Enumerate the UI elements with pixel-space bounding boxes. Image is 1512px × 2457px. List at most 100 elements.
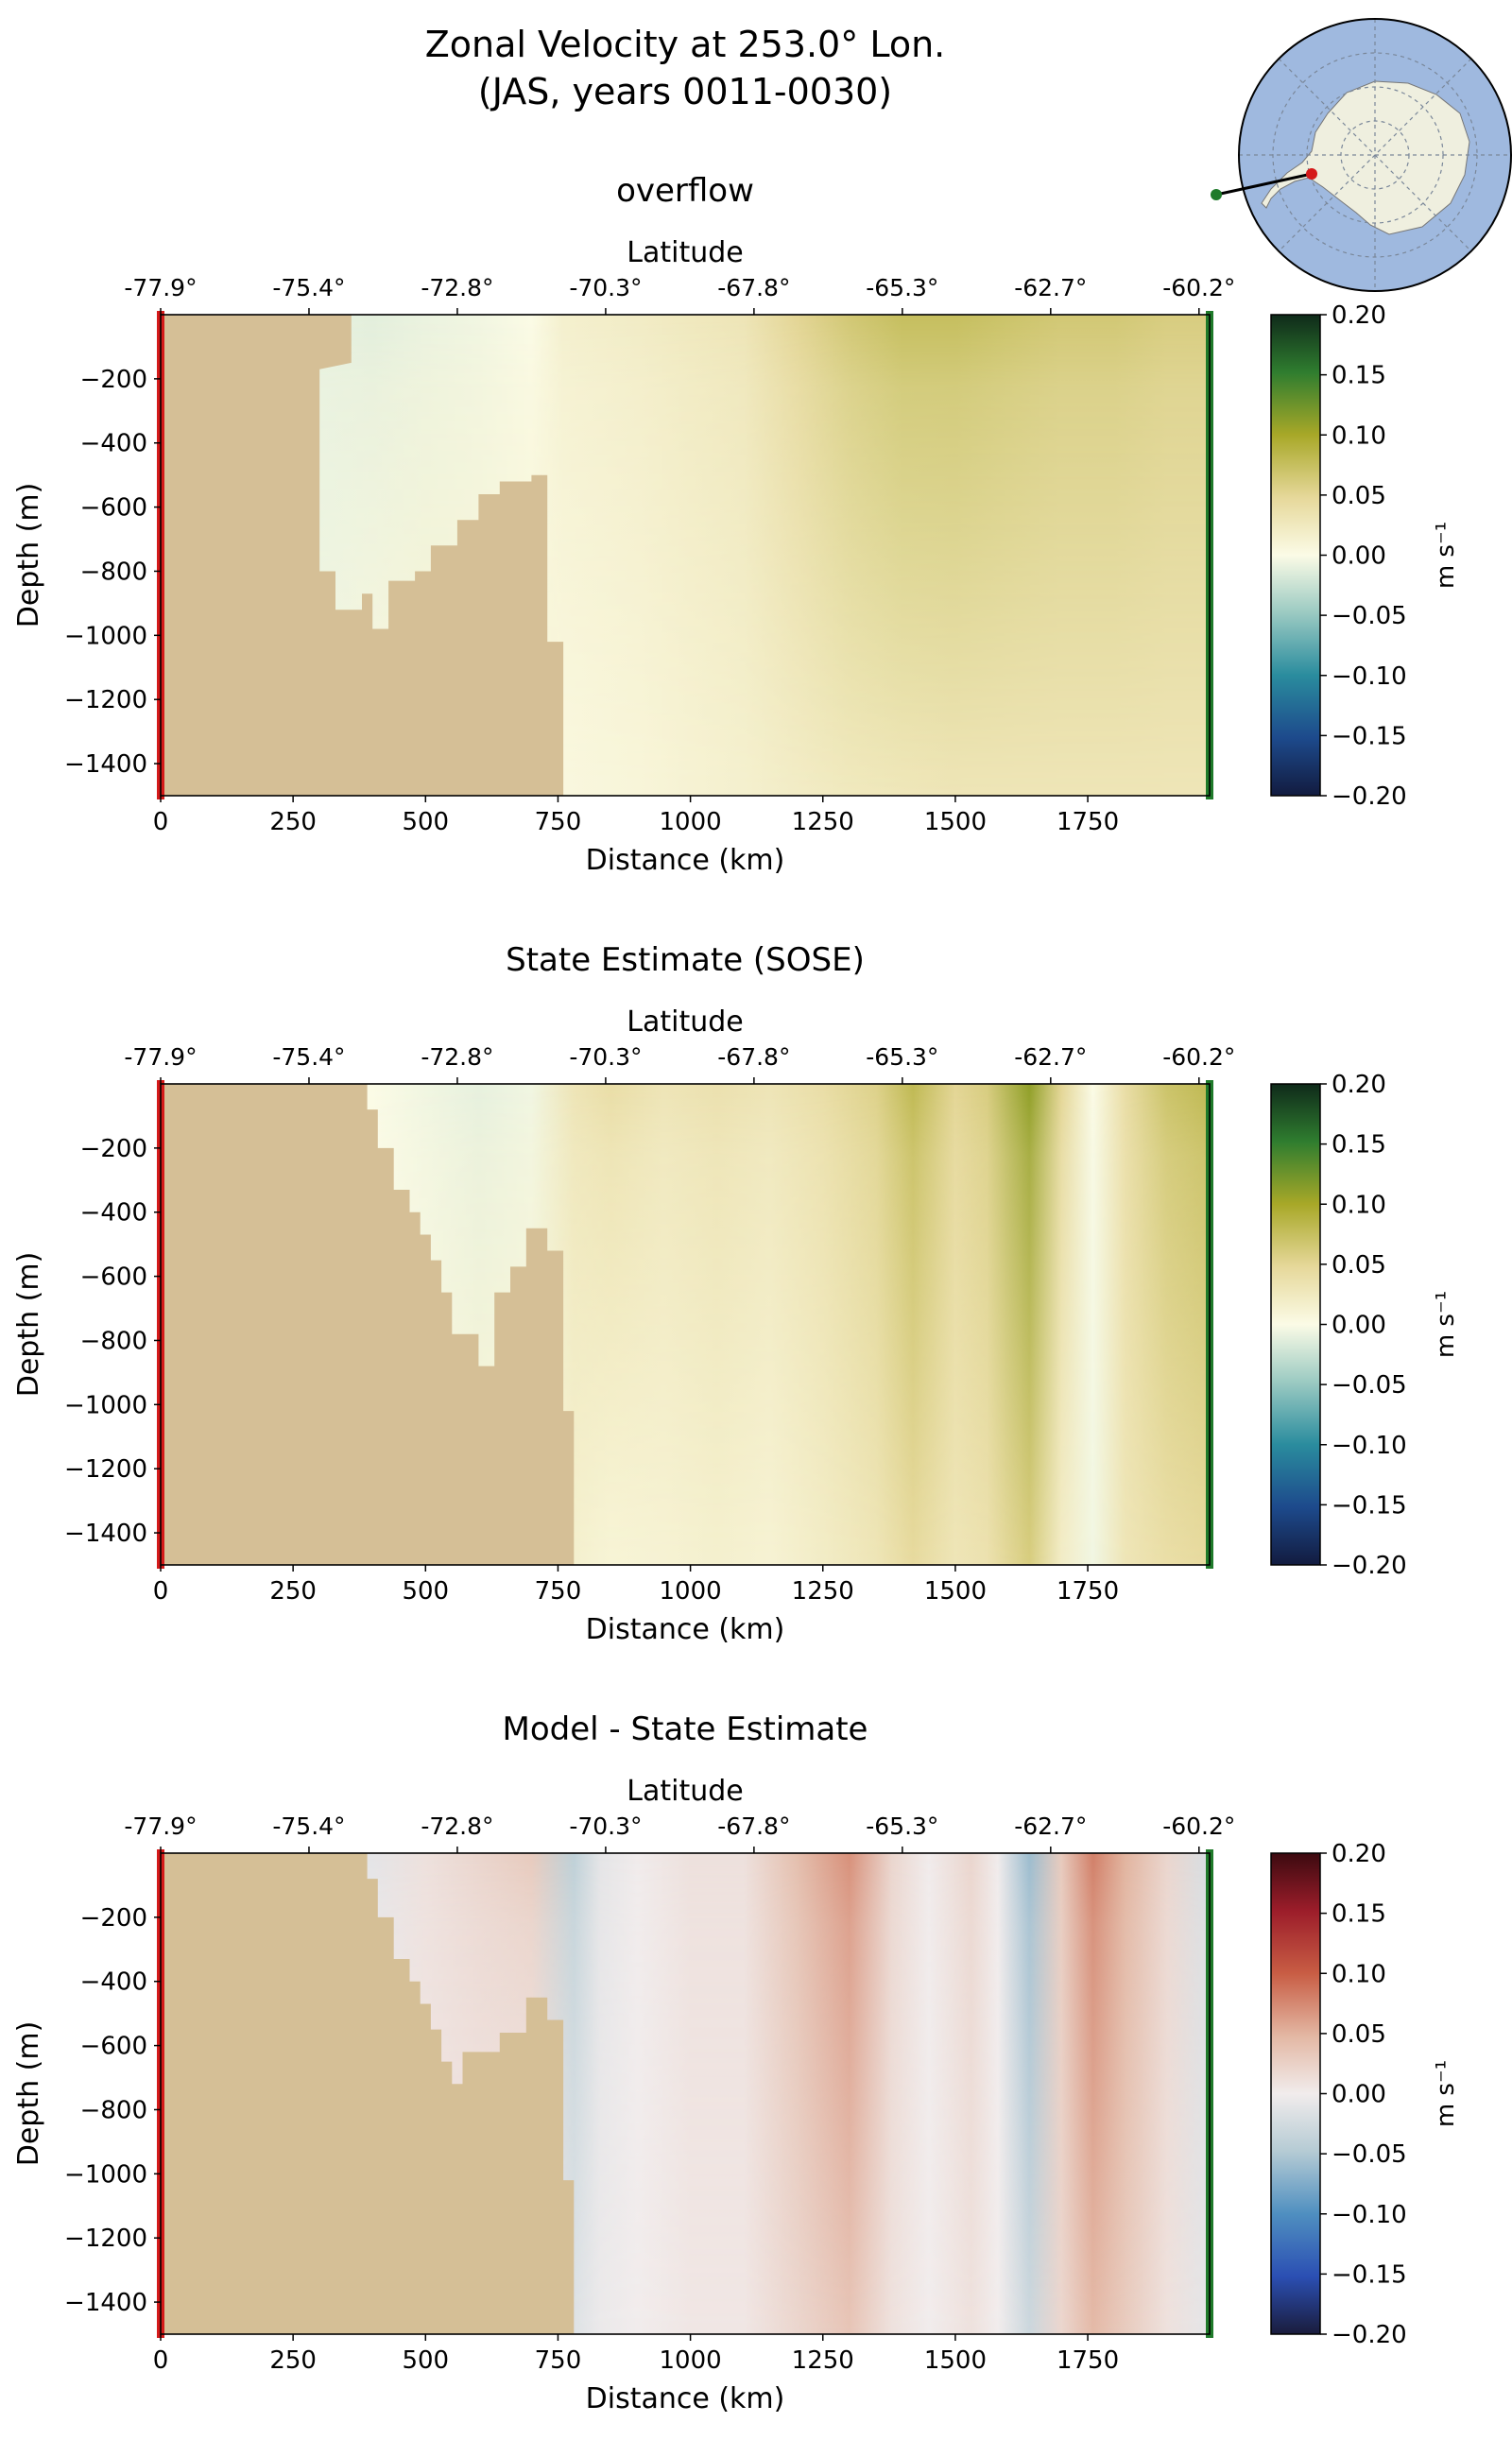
latitude-tick-label: -67.8° xyxy=(717,1043,790,1071)
colorbar-tick-label: 0.05 xyxy=(1332,1251,1386,1280)
land-mask xyxy=(161,315,564,796)
y-tick-label: −400 xyxy=(80,1968,147,1997)
y-tick-label: −200 xyxy=(80,1135,147,1163)
latitude-tick-label: -77.9° xyxy=(124,1043,197,1071)
latitude-tick-label: -72.8° xyxy=(421,1813,493,1840)
y-tick-label: −400 xyxy=(80,1199,147,1228)
colorbar-tick-label: 0.15 xyxy=(1332,1900,1386,1929)
colorbar-tick-label: 0.20 xyxy=(1332,1840,1386,1868)
latitude-tick-label: -70.3° xyxy=(569,274,642,301)
x-tick-label: 750 xyxy=(535,1577,582,1606)
colorbar-tick-label: −0.15 xyxy=(1332,2260,1407,2289)
colorbar-tick-label: 0.10 xyxy=(1332,421,1386,450)
y-tick-label: −800 xyxy=(80,558,147,586)
inset-map-antarctica xyxy=(1261,80,1470,235)
x-tick-label: 500 xyxy=(402,1577,449,1606)
colorbar-tick-label: −0.05 xyxy=(1332,602,1407,630)
colorbar-tick-label: 0.05 xyxy=(1332,2020,1386,2049)
panel-3: Model - State Estimate Latitude -77.9° -75.… xyxy=(12,1710,1460,2415)
x-tick-label: 1250 xyxy=(792,2346,854,2375)
latitude-axis-label: Latitude xyxy=(627,1775,743,1808)
y-tick-label: −400 xyxy=(80,430,147,458)
colorbar-tick-label: 0.05 xyxy=(1332,482,1386,510)
inset-map xyxy=(1211,18,1512,292)
x-tick-label: 500 xyxy=(402,808,449,836)
x-tick-label: 500 xyxy=(402,2346,449,2375)
x-tick-label: 750 xyxy=(535,808,582,836)
x-tick-label: 0 xyxy=(153,808,169,836)
y-tick-label: −1200 xyxy=(64,1455,147,1484)
colorbar-tick-label: −0.15 xyxy=(1332,722,1407,750)
y-axis-label: Depth (m) xyxy=(12,483,45,628)
x-tick-label: 0 xyxy=(153,1577,169,1606)
y-tick-label: −1000 xyxy=(64,2160,147,2189)
colorbar-label: m s⁻¹ xyxy=(1432,2060,1460,2127)
land-mask xyxy=(161,1853,575,2334)
colorbar-tick-label: −0.10 xyxy=(1332,2201,1407,2229)
x-tick-label: 1750 xyxy=(1057,808,1119,836)
latitude-tick-label: -72.8° xyxy=(421,274,493,301)
colorbar-tick-label: −0.05 xyxy=(1332,2140,1407,2169)
latitude-tick-label: -77.9° xyxy=(124,274,197,301)
colorbar-tick-label: −0.10 xyxy=(1332,662,1407,691)
x-tick-label: 1500 xyxy=(924,1577,987,1606)
latitude-tick-label: -70.3° xyxy=(569,1813,642,1840)
colorbar xyxy=(1270,1852,1321,2335)
x-tick-label: 1000 xyxy=(660,808,722,836)
y-tick-label: −1000 xyxy=(64,1391,147,1419)
inset-map-graticule xyxy=(1239,19,1511,291)
y-tick-label: −800 xyxy=(80,2096,147,2124)
x-axis-label: Distance (km) xyxy=(586,844,785,877)
axes-frame xyxy=(160,1852,1211,2335)
colorbar-tick-label: −0.20 xyxy=(1332,782,1407,811)
colorbar-label: m s⁻¹ xyxy=(1432,522,1460,589)
y-tick-label: −600 xyxy=(80,494,147,523)
colorbar xyxy=(1270,1083,1321,1566)
latitude-tick-label: -62.7° xyxy=(1014,274,1087,301)
latitude-tick-label: -67.8° xyxy=(717,274,790,301)
panel-title: overflow xyxy=(616,172,754,210)
latitude-tick-label: -60.2° xyxy=(1162,1813,1235,1840)
y-tick-label: −1000 xyxy=(64,622,147,650)
y-tick-label: −600 xyxy=(80,1263,147,1292)
colorbar-tick-label: −0.20 xyxy=(1332,1552,1407,1580)
y-tick-label: −800 xyxy=(80,1327,147,1355)
colorbar-tick-label: −0.10 xyxy=(1332,1432,1407,1460)
y-tick-label: −600 xyxy=(80,2033,147,2061)
colorbar-tick-label: −0.05 xyxy=(1332,1371,1407,1400)
colorbar-label: m s⁻¹ xyxy=(1432,1291,1460,1358)
x-axis-label: Distance (km) xyxy=(586,2382,785,2415)
x-tick-label: 0 xyxy=(153,2346,169,2375)
x-tick-label: 1500 xyxy=(924,808,987,836)
section-end-marker xyxy=(1211,189,1222,200)
colorbar-tick-label: 0.20 xyxy=(1332,301,1386,330)
latitude-tick-label: -72.8° xyxy=(421,1043,493,1071)
panel-title: State Estimate (SOSE) xyxy=(506,941,865,979)
latitude-axis-label: Latitude xyxy=(627,236,743,269)
figure-title-line2: (JAS, years 0011-0030) xyxy=(478,71,892,112)
latitude-tick-label: -60.2° xyxy=(1162,274,1235,301)
colorbar-tick-label: −0.20 xyxy=(1332,2321,1407,2349)
section-start-marker xyxy=(1306,168,1317,180)
y-axis-label: Depth (m) xyxy=(12,1252,45,1398)
figure-title-line1: Zonal Velocity at 253.0° Lon. xyxy=(425,24,945,65)
latitude-tick-label: -67.8° xyxy=(717,1813,790,1840)
latitude-tick-label: -75.4° xyxy=(272,1813,345,1840)
x-tick-label: 1250 xyxy=(792,1577,854,1606)
axes-frame xyxy=(160,1083,1211,1566)
panel-2: State Estimate (SOSE) Latitude -77.9° -75.4… xyxy=(12,941,1460,1646)
x-tick-label: 250 xyxy=(269,808,317,836)
panel-1: overflow Latitude -77.9° -75.4° -72.8° -70.3°… xyxy=(12,172,1460,877)
colorbar-tick-label: 0.20 xyxy=(1332,1071,1386,1099)
y-tick-label: −200 xyxy=(80,366,147,394)
y-tick-label: −1400 xyxy=(64,2289,147,2317)
x-tick-label: 750 xyxy=(535,2346,582,2375)
y-tick-label: −1400 xyxy=(64,1520,147,1548)
colorbar-tick-label: −0.15 xyxy=(1332,1491,1407,1520)
y-tick-label: −1200 xyxy=(64,2225,147,2253)
colorbar-tick-label: 0.15 xyxy=(1332,1131,1386,1160)
latitude-tick-label: -62.7° xyxy=(1014,1043,1087,1071)
x-tick-label: 1000 xyxy=(660,2346,722,2375)
colorbar-tick-label: 0.10 xyxy=(1332,1960,1386,1988)
